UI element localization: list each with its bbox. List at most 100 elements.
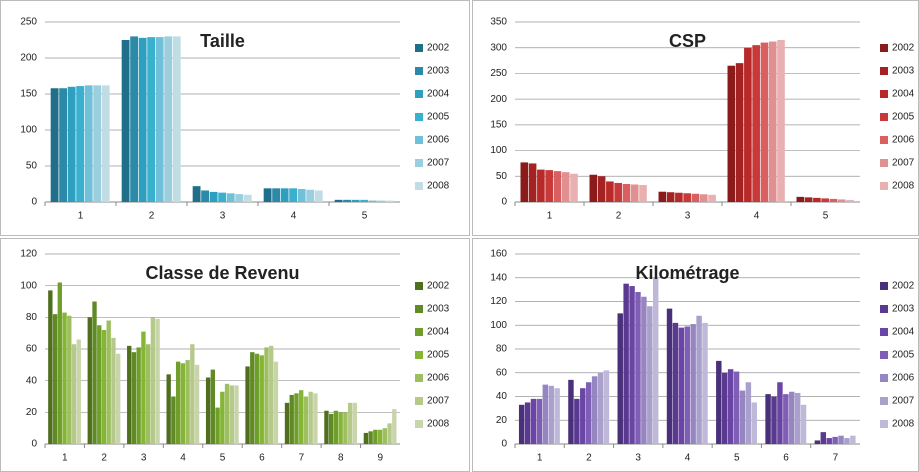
legend-label: 2004 — [427, 327, 450, 338]
y-tick-label: 80 — [496, 344, 508, 355]
chart-title: Classe de Revenu — [145, 263, 299, 283]
bar — [259, 355, 264, 444]
legend-swatch — [415, 282, 423, 290]
bar — [804, 197, 813, 202]
y-tick-label: 0 — [31, 197, 37, 208]
bar — [536, 398, 543, 444]
x-tick-label: 8 — [338, 453, 344, 464]
legend-swatch — [415, 136, 423, 144]
y-tick-label: 350 — [490, 17, 507, 28]
bar — [838, 435, 844, 444]
legend-swatch — [880, 374, 888, 382]
bar — [226, 193, 235, 202]
legend-swatch — [415, 420, 423, 428]
bar — [727, 369, 734, 444]
bar — [294, 393, 299, 444]
x-tick-label: 3 — [635, 453, 641, 464]
bar — [264, 347, 269, 444]
x-tick-label: 7 — [833, 453, 839, 464]
bar — [308, 391, 313, 444]
bar — [131, 352, 137, 444]
legend-swatch — [880, 420, 888, 428]
bar — [561, 172, 570, 202]
bar — [215, 407, 220, 444]
legend-swatch — [415, 374, 423, 382]
bar — [324, 410, 329, 444]
bar — [554, 388, 560, 444]
bar — [171, 396, 176, 444]
bar — [722, 372, 728, 444]
bar — [796, 196, 805, 202]
legend-label: 2004 — [892, 89, 915, 100]
legend-swatch — [415, 182, 423, 190]
bar — [234, 385, 239, 444]
x-tick-label: 5 — [823, 211, 829, 222]
bar — [138, 37, 147, 203]
bar — [850, 435, 856, 444]
bar — [783, 394, 789, 444]
bar — [639, 185, 647, 202]
bar — [245, 366, 250, 444]
legend-label: 2008 — [892, 419, 915, 430]
legend-swatch — [415, 159, 423, 167]
bar — [630, 184, 639, 202]
bar — [553, 171, 562, 202]
legend-label: 2005 — [892, 350, 915, 361]
bar — [141, 331, 146, 444]
legend-label: 2004 — [892, 327, 915, 338]
x-tick-label: 1 — [537, 453, 543, 464]
x-tick-label: 4 — [685, 453, 691, 464]
bar — [635, 292, 641, 444]
y-tick-label: 300 — [490, 42, 507, 53]
x-tick-label: 5 — [362, 211, 368, 222]
bar — [280, 188, 289, 202]
bar — [299, 390, 304, 444]
bar — [59, 88, 68, 202]
bar — [243, 194, 252, 202]
bar — [545, 170, 553, 202]
bar — [101, 330, 107, 444]
bar — [606, 181, 614, 202]
legend-label: 2007 — [892, 158, 915, 169]
bar — [641, 296, 647, 444]
bar — [826, 438, 832, 444]
bar — [164, 36, 173, 203]
bar — [145, 344, 151, 444]
bar — [672, 322, 679, 444]
bar — [733, 371, 740, 444]
bar — [218, 192, 227, 202]
bar — [735, 63, 744, 203]
y-tick-label: 100 — [490, 145, 507, 156]
bar — [155, 318, 160, 444]
y-tick-label: 60 — [496, 367, 508, 378]
y-tick-label: 160 — [490, 249, 507, 260]
bar — [385, 200, 394, 202]
bar — [101, 85, 110, 202]
bar — [683, 193, 691, 202]
bar — [50, 88, 59, 202]
legend-swatch — [880, 328, 888, 336]
bar — [684, 326, 690, 444]
x-tick-label: 1 — [78, 211, 84, 222]
bar — [254, 353, 260, 444]
bar — [368, 431, 373, 444]
bar — [623, 283, 629, 444]
bar — [57, 282, 62, 444]
bar — [360, 199, 369, 202]
bar — [813, 197, 821, 202]
bar — [180, 363, 186, 444]
bar — [537, 169, 545, 202]
y-tick-label: 140 — [490, 272, 507, 283]
bar — [382, 428, 387, 444]
bar — [297, 189, 306, 202]
bar — [147, 37, 156, 203]
y-tick-label: 40 — [26, 375, 38, 386]
legend-label: 2008 — [892, 181, 915, 192]
bar — [570, 173, 578, 202]
bar — [289, 188, 298, 202]
y-tick-label: 200 — [490, 94, 507, 105]
y-tick-label: 150 — [490, 119, 507, 130]
legend-swatch — [415, 328, 423, 336]
legend-label: 2002 — [427, 43, 450, 54]
